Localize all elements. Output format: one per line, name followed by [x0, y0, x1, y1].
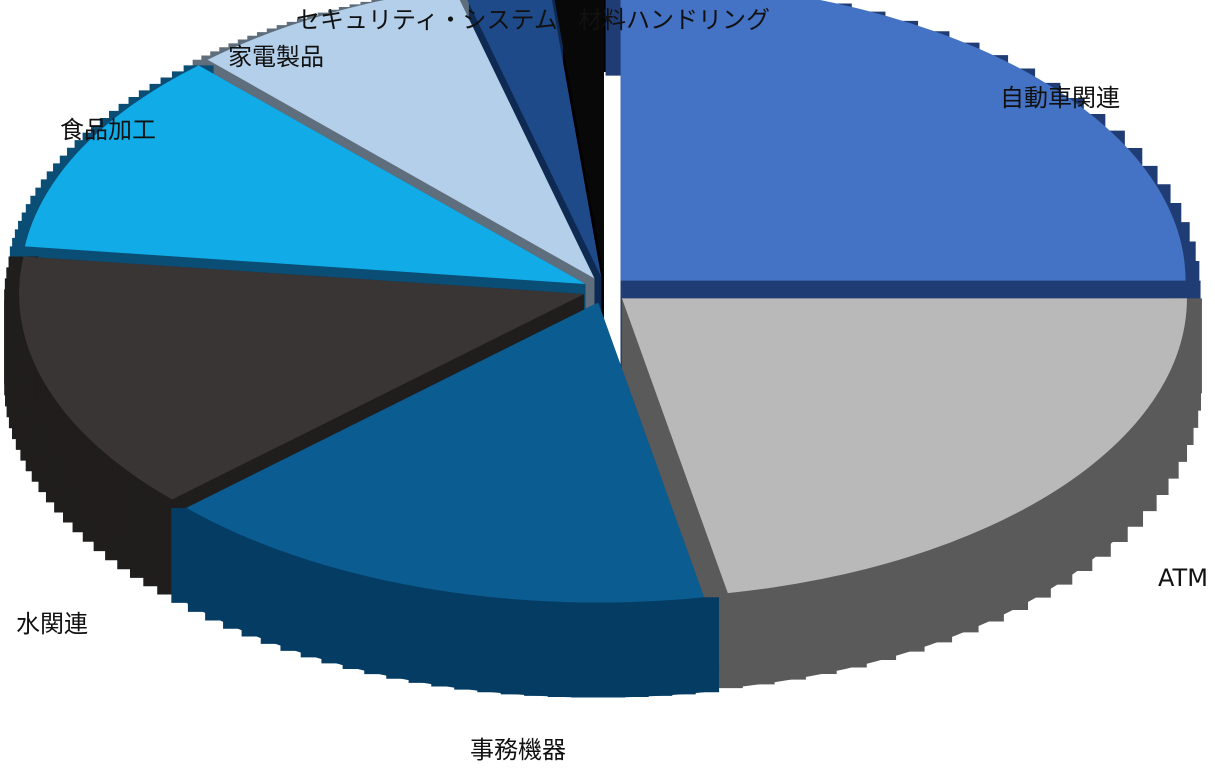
slice-label-atm: ATM: [1158, 564, 1208, 592]
slice-label-home-appliances: 家電製品: [228, 43, 324, 71]
slice-security-systems: [467, 0, 602, 277]
slice-office-equipment: [186, 302, 705, 603]
slice-label-security-systems: セキュリティ・システム: [296, 6, 558, 34]
slice-label-food-processing: 食品加工: [60, 116, 156, 144]
slice-atm: [621, 298, 1187, 594]
slice-food-processing: [24, 65, 586, 285]
slice-label-water: 水関連: [16, 610, 88, 638]
slice-automotive: [620, 0, 1186, 281]
slice-label-office-equipment: 事務機器: [470, 736, 566, 764]
slice-home-appliances: [207, 0, 595, 279]
slice-water: [19, 256, 585, 500]
slice-label-automotive: 自動車関連: [1000, 84, 1120, 112]
slice-label-material-handling: 材料ハンドリング: [578, 6, 770, 34]
slice-material-handling: [554, 0, 604, 277]
